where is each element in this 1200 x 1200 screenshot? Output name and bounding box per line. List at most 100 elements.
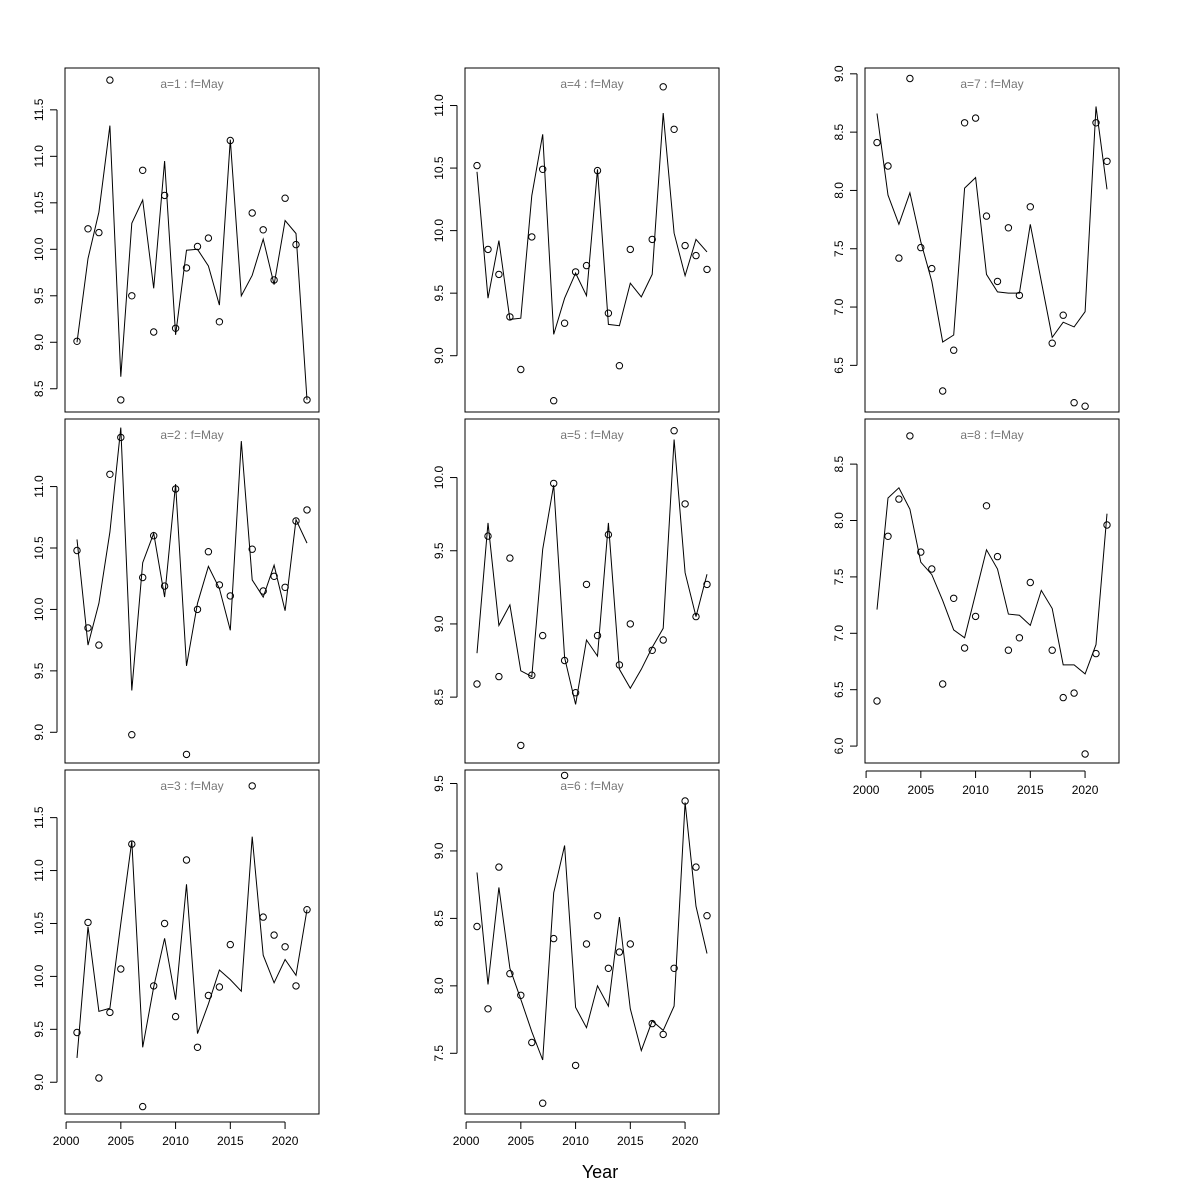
- data-point: [484, 1005, 492, 1013]
- y-axis: 6.5 7.0 7.5 8.0 8.5 9.0: [832, 65, 858, 374]
- data-point: [139, 1102, 147, 1111]
- y-tick-label: 9.5: [32, 662, 46, 679]
- y-tick-label: 8.0: [832, 512, 846, 529]
- y-tick-label: 10.0: [432, 219, 446, 243]
- y-tick-label: 10.0: [32, 597, 46, 621]
- data-point: [95, 641, 103, 649]
- fitted-line: [476, 802, 708, 1061]
- fitted-line: [876, 106, 1108, 343]
- x-tick-label: 2015: [1017, 783, 1044, 797]
- data-point: [1070, 399, 1078, 407]
- data-point: [128, 292, 136, 300]
- plot-frame: [464, 418, 720, 764]
- y-tick-label: 8.5: [32, 380, 46, 397]
- plot-frame: [64, 769, 320, 1115]
- data-point: [626, 620, 634, 628]
- data-point: [281, 943, 289, 951]
- data-point: [495, 270, 503, 279]
- data-point: [659, 1030, 667, 1039]
- y-tick-label: 9.0: [432, 347, 446, 364]
- data-point: [928, 264, 936, 273]
- observed-points: [473, 83, 711, 405]
- data-point: [281, 194, 289, 202]
- data-point: [884, 532, 892, 540]
- data-point: [303, 906, 311, 914]
- y-tick-label: 8.5: [832, 455, 846, 472]
- data-point: [1081, 750, 1089, 758]
- data-point: [204, 548, 213, 556]
- data-point: [939, 387, 947, 395]
- y-tick-label: 9.5: [432, 775, 446, 792]
- panel-title: a=7 : f=May: [960, 77, 1023, 91]
- data-point: [259, 587, 267, 595]
- data-point: [204, 234, 213, 242]
- x-tick-label: 2005: [507, 1134, 534, 1148]
- data-point: [517, 365, 525, 374]
- y-tick-label: 7.5: [432, 1045, 446, 1062]
- data-point: [917, 243, 925, 252]
- plot-frame: [864, 67, 1120, 413]
- data-point: [1026, 578, 1035, 587]
- x-tick-label: 2020: [272, 1134, 299, 1148]
- data-point: [873, 697, 881, 705]
- data-point: [895, 495, 903, 503]
- data-point: [506, 554, 514, 562]
- y-tick-label: 7.0: [832, 298, 846, 315]
- data-point: [292, 982, 300, 990]
- data-point: [648, 235, 656, 244]
- y-tick-label: 9.0: [32, 1074, 46, 1091]
- plot-frame: [64, 67, 320, 413]
- x-tick-label: 2000: [53, 1134, 80, 1148]
- y-tick-label: 11.0: [32, 859, 46, 882]
- y-axis: 8.5 9.0 9.5 10.0 10.5 11.0 11.5: [32, 98, 58, 397]
- data-point: [670, 427, 678, 435]
- data-point: [259, 226, 267, 234]
- data-point: [1059, 311, 1067, 319]
- y-axis: 6.0 6.5 7.0 7.5 8.0 8.5: [832, 455, 858, 754]
- observed-points: [473, 771, 711, 1107]
- data-point: [1048, 646, 1056, 654]
- observed-points: [873, 74, 1111, 410]
- x-tick-label: 2020: [672, 1134, 699, 1148]
- data-point: [270, 572, 278, 580]
- data-point: [171, 1012, 180, 1021]
- data-point: [960, 119, 969, 127]
- y-tick-label: 9.5: [432, 542, 446, 559]
- panel-a5: a=5 : f=May 8.5 9.0 9.5 10.0: [432, 418, 720, 764]
- data-point: [560, 771, 569, 780]
- data-point: [495, 672, 503, 681]
- observed-points: [73, 433, 311, 759]
- plot-frame: [464, 67, 720, 413]
- data-point: [604, 530, 613, 539]
- y-tick-label: 6.5: [832, 681, 846, 698]
- data-point: [681, 500, 689, 508]
- data-point: [703, 580, 711, 589]
- data-point: [993, 277, 1002, 286]
- data-point: [292, 240, 300, 249]
- data-point: [692, 251, 700, 260]
- y-tick-label: 6.0: [832, 737, 846, 754]
- data-point: [193, 605, 202, 614]
- data-point: [550, 397, 558, 405]
- data-point: [950, 346, 958, 354]
- panels: a=1 : f=May 8.5 9.0 9.5 10.0 10.5 11.0 11.5 a=2 …: [32, 65, 1120, 1148]
- y-tick-label: 9.5: [32, 1021, 46, 1038]
- data-point: [1081, 402, 1089, 410]
- data-point: [1048, 339, 1056, 347]
- y-tick-label: 9.5: [32, 287, 46, 304]
- x-axis: 2000 2005 2010 2015 2020: [453, 1121, 699, 1148]
- y-tick-label: 7.5: [832, 568, 846, 585]
- data-point: [659, 636, 667, 644]
- x-tick-label: 2010: [162, 1134, 189, 1148]
- y-axis: 8.5 9.0 9.5 10.0: [432, 466, 458, 705]
- y-tick-label: 9.0: [432, 842, 446, 859]
- x-tick-label: 2020: [1072, 783, 1099, 797]
- data-point: [993, 552, 1002, 561]
- data-point: [1004, 646, 1013, 654]
- data-point: [1059, 693, 1067, 702]
- data-point: [248, 545, 256, 553]
- x-tick-label: 2000: [453, 1134, 480, 1148]
- y-tick-label: 7.5: [832, 240, 846, 257]
- panel-title: a=3 : f=May: [160, 779, 223, 793]
